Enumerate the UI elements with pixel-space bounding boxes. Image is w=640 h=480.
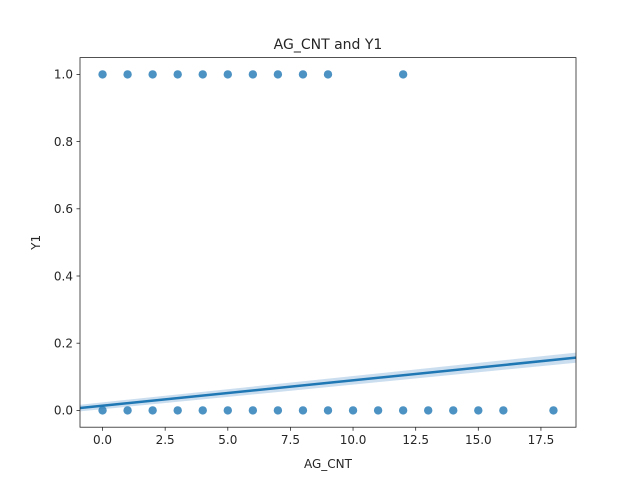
data-point — [123, 70, 132, 79]
data-point — [549, 406, 558, 415]
regression-line-layer — [80, 356, 576, 410]
data-point — [348, 406, 358, 415]
data-point — [98, 70, 107, 79]
data-point — [424, 406, 433, 415]
y-tick-label: 1.0 — [54, 68, 73, 82]
data-point — [148, 70, 157, 79]
data-point — [474, 406, 483, 415]
y-tick-label: 0.8 — [54, 135, 73, 149]
x-tick-label: 2.5 — [156, 433, 175, 447]
data-point — [173, 70, 182, 79]
data-point — [248, 70, 258, 79]
data-point — [298, 70, 308, 79]
data-point — [323, 70, 333, 79]
x-tick-label: 5.0 — [218, 433, 237, 447]
data-point — [248, 406, 258, 415]
x-tick-label: 10.0 — [340, 433, 367, 447]
x-tick-label: 17.5 — [528, 433, 555, 447]
data-point — [499, 406, 508, 415]
data-point — [273, 406, 283, 415]
x-tick-label: 15.0 — [465, 433, 492, 447]
x-tick-label: 0.0 — [93, 433, 112, 447]
chart-title: AG_CNT and Y1 — [274, 37, 383, 53]
y-axis: 0.0 0.2 0.4 0.6 0.8 1.0 — [54, 68, 80, 418]
data-point — [198, 70, 207, 79]
x-tick-label: 7.5 — [281, 433, 300, 447]
x-axis: 0.0 2.5 5.0 7.5 10.0 12.5 15.0 17.5 — [93, 427, 554, 447]
data-point — [148, 406, 157, 415]
plot-area — [80, 70, 576, 415]
x-axis-label: AG_CNT — [304, 457, 353, 471]
data-point — [123, 406, 132, 415]
data-point — [223, 406, 232, 415]
y-axis-label: Y1 — [29, 235, 43, 251]
data-point — [173, 406, 182, 415]
points-layer — [98, 70, 558, 415]
y-tick-label: 0.0 — [54, 404, 73, 418]
data-point — [373, 406, 383, 415]
regression-line — [80, 356, 576, 410]
data-point — [223, 70, 232, 79]
data-point — [273, 70, 283, 79]
data-point — [298, 406, 308, 415]
y-tick-label: 0.6 — [54, 202, 73, 216]
data-point — [98, 406, 107, 415]
data-point — [398, 70, 408, 79]
data-point — [449, 406, 458, 415]
x-tick-label: 12.5 — [402, 433, 429, 447]
plot-frame — [79, 57, 577, 428]
data-point — [198, 406, 207, 415]
data-point — [323, 406, 333, 415]
y-tick-label: 0.2 — [54, 337, 73, 351]
y-tick-label: 0.4 — [54, 269, 73, 283]
data-point — [398, 406, 408, 415]
